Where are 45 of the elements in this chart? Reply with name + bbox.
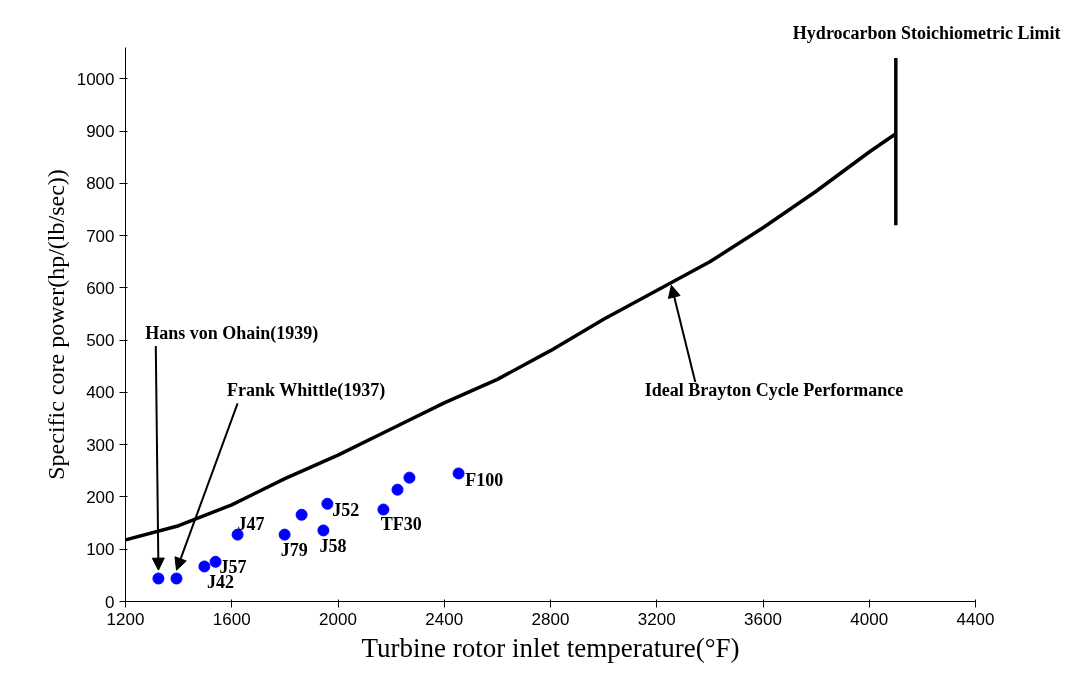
y-tick-label: 100 (86, 540, 115, 560)
point (278, 528, 291, 541)
annotation: J52 (332, 500, 360, 521)
point (403, 471, 416, 484)
annotation: F100 (465, 469, 504, 490)
x-tick-label: 4000 (850, 609, 889, 629)
y-tick-label: 900 (86, 122, 115, 142)
x-tick-label: 3200 (637, 609, 676, 629)
point (377, 503, 390, 516)
y-tick-label: 700 (86, 226, 115, 246)
x-tick-label: 1600 (212, 609, 251, 629)
y-tick-label: 800 (86, 174, 115, 194)
x-tick-label: 4400 (956, 609, 995, 629)
annotation: Hans von Ohain(1939) (145, 322, 319, 344)
x-tick-label: 2800 (531, 609, 570, 629)
point (231, 528, 244, 541)
annotation: J58 (319, 536, 347, 557)
point (321, 497, 334, 510)
y-tick-label: 500 (86, 331, 115, 351)
y-tick-label: 1000 (76, 69, 115, 89)
text: Hydrocarbon Stoichiometric Limit (792, 22, 1061, 43)
y-tick-label: 200 (86, 487, 115, 507)
y-tick-label: 600 (86, 278, 115, 298)
x-tick-label: 3600 (744, 609, 782, 629)
annotation: TF30 (380, 514, 422, 535)
point (209, 555, 222, 568)
y-tick-label: 300 (86, 435, 115, 455)
point (391, 483, 404, 496)
y-tick-label: 400 (86, 383, 115, 403)
point (317, 524, 330, 537)
x-axis-title: Turbine rotor inlet temperature(°F) (361, 632, 740, 663)
point (198, 560, 211, 573)
y-axis-title: Specific core power(hp/(lb/sec)) (42, 169, 69, 480)
point (452, 467, 465, 480)
x-tick-label: 2400 (425, 609, 464, 629)
annotation: Ideal Brayton Cycle Performance (644, 379, 904, 400)
annotation: Frank Whittle(1937) (226, 380, 386, 402)
point (295, 508, 308, 521)
point (152, 572, 165, 585)
x-tick-label: 2000 (319, 609, 357, 629)
point (170, 572, 183, 585)
annotation: J79 (280, 540, 308, 561)
x-tick-label: 1200 (106, 609, 145, 629)
y-tick-label: 0 (105, 592, 115, 612)
annotation: J47 (237, 514, 265, 535)
